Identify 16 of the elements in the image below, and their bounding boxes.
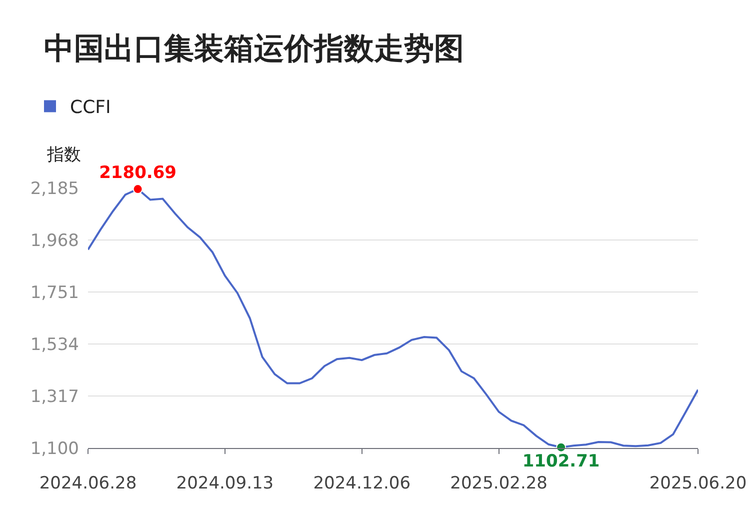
data-label: 2180.69 [99, 163, 177, 184]
data-label: 1102.71 [522, 452, 600, 472]
y-tick-label: 1,534 [30, 334, 79, 355]
y-tick-label: 1,100 [30, 438, 79, 459]
legend-label: CCFI [70, 97, 111, 118]
x-tick-label: 2024.06.28 [39, 473, 137, 494]
y-tick-label: 1,751 [30, 282, 79, 303]
x-tick-label: 2025.06.20 [649, 473, 747, 494]
x-tick-label: 2024.09.13 [176, 473, 274, 494]
y-tick-label: 1,317 [30, 386, 79, 407]
x-tick-label: 2025.02.28 [450, 473, 548, 494]
y-tick-label: 2,185 [30, 178, 79, 199]
chart-title: 中国出口集装箱运价指数走势图 [44, 32, 464, 66]
y-axis-title: 指数 [46, 145, 81, 165]
x-tick-label: 2024.12.06 [313, 473, 411, 494]
y-tick-label: 1,968 [30, 230, 79, 251]
